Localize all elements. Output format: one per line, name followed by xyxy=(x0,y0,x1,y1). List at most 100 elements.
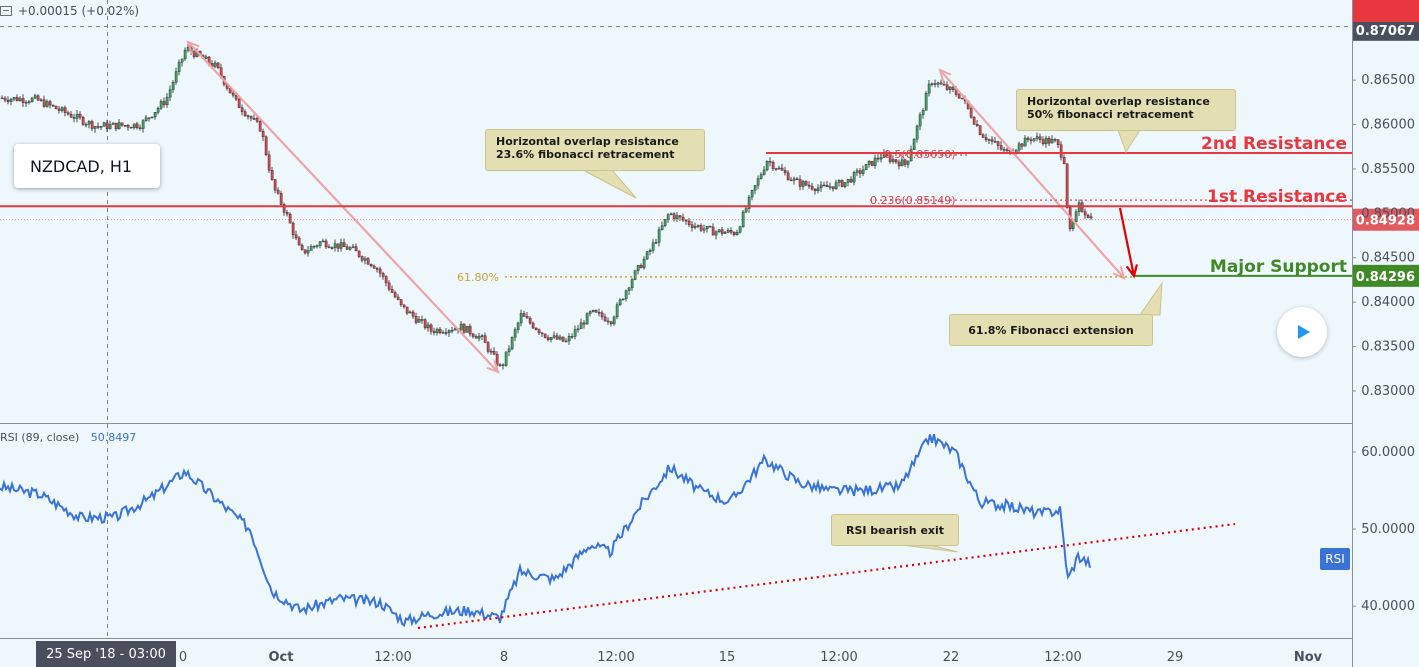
candle-body xyxy=(600,312,604,318)
candle xyxy=(1089,212,1093,220)
candle-body xyxy=(591,309,595,312)
price-tick-label: 0.83000 xyxy=(1361,384,1415,399)
time-label: Nov xyxy=(1294,650,1323,665)
candle-body xyxy=(282,204,286,213)
candle-body xyxy=(984,137,988,141)
candle xyxy=(657,226,661,247)
candle-body xyxy=(432,331,436,334)
candle xyxy=(105,119,109,132)
candle xyxy=(495,351,499,367)
candle-body xyxy=(435,328,439,334)
candle-body xyxy=(957,94,961,99)
candle-body xyxy=(27,101,31,104)
candle-body xyxy=(498,364,502,366)
candle-body xyxy=(24,102,28,104)
candle xyxy=(708,225,712,228)
candle xyxy=(33,93,37,100)
candle-body xyxy=(489,350,493,353)
candle xyxy=(768,157,772,167)
candle xyxy=(837,179,841,187)
candle-body xyxy=(387,282,391,290)
candle xyxy=(1041,136,1045,146)
candle xyxy=(606,317,610,325)
candle-body xyxy=(180,58,184,63)
candle-body xyxy=(90,121,94,129)
candle-body xyxy=(75,113,79,119)
candle-body xyxy=(264,136,268,156)
candle xyxy=(243,109,247,117)
symbol-badge: NZDCAD, H1 xyxy=(14,144,160,188)
candle xyxy=(177,59,181,76)
candle-body xyxy=(267,154,271,171)
candle-body xyxy=(261,131,265,138)
candle-body xyxy=(864,164,868,171)
first-resistance-label: 1st Resistance xyxy=(1207,187,1347,207)
candle xyxy=(516,321,520,334)
candle xyxy=(891,155,895,164)
candle-body xyxy=(714,231,718,236)
candle xyxy=(843,182,847,189)
candle-body xyxy=(54,105,58,110)
candle-body xyxy=(495,353,499,366)
candle xyxy=(945,81,949,91)
rsi-layer xyxy=(0,433,1236,630)
candle-body xyxy=(768,161,772,163)
candle xyxy=(1020,143,1024,150)
candle-body xyxy=(579,322,583,330)
candle-body xyxy=(519,313,523,324)
play-button[interactable] xyxy=(1277,307,1327,357)
candle-body xyxy=(96,126,100,128)
candle xyxy=(738,225,742,234)
candle xyxy=(987,138,991,145)
candle xyxy=(432,327,436,336)
candle-body xyxy=(1026,137,1030,141)
candle-body xyxy=(729,229,733,233)
candle-body xyxy=(921,110,925,115)
candle xyxy=(588,310,592,317)
candle xyxy=(981,133,985,138)
candle xyxy=(96,122,100,130)
collapse-icon[interactable] xyxy=(0,6,12,16)
callout-fib-236: Horizontal overlap resistance 23.6% fibo… xyxy=(485,129,705,171)
candle-body xyxy=(900,159,904,167)
candle-body xyxy=(177,62,181,72)
candle-body xyxy=(924,92,928,111)
candle-body xyxy=(570,336,574,338)
candle-body xyxy=(615,304,619,318)
candle xyxy=(804,180,808,187)
candle xyxy=(288,212,292,224)
candle-body xyxy=(708,226,712,228)
candle-body xyxy=(1059,144,1063,158)
candle-body xyxy=(429,324,433,332)
candle xyxy=(1002,146,1006,153)
candle-body xyxy=(171,82,175,90)
candle xyxy=(918,112,922,131)
candle xyxy=(324,238,328,249)
candle-body xyxy=(135,123,139,129)
candle-body xyxy=(528,317,532,324)
candle xyxy=(15,94,19,102)
grid-layer xyxy=(0,0,1353,667)
candle xyxy=(732,231,736,237)
candle xyxy=(72,113,76,123)
candle xyxy=(501,363,505,370)
candle-body xyxy=(588,311,592,314)
candle xyxy=(537,328,541,335)
candle xyxy=(816,184,820,194)
candle xyxy=(27,99,31,105)
candle xyxy=(933,79,937,88)
candle-body xyxy=(12,97,16,100)
price-tick-label: 0.84000 xyxy=(1361,295,1415,310)
candle-body xyxy=(981,134,985,138)
candle-body xyxy=(1044,137,1048,145)
candle-body xyxy=(378,268,382,274)
rsi-badge-text: RSI xyxy=(1325,552,1345,566)
candle-body xyxy=(294,234,298,239)
candle-body xyxy=(111,122,115,125)
candle-body xyxy=(918,114,922,127)
candle-body xyxy=(723,231,727,234)
candle xyxy=(717,229,721,234)
candle xyxy=(162,97,166,108)
candle-body xyxy=(747,196,751,209)
candle xyxy=(984,133,988,143)
